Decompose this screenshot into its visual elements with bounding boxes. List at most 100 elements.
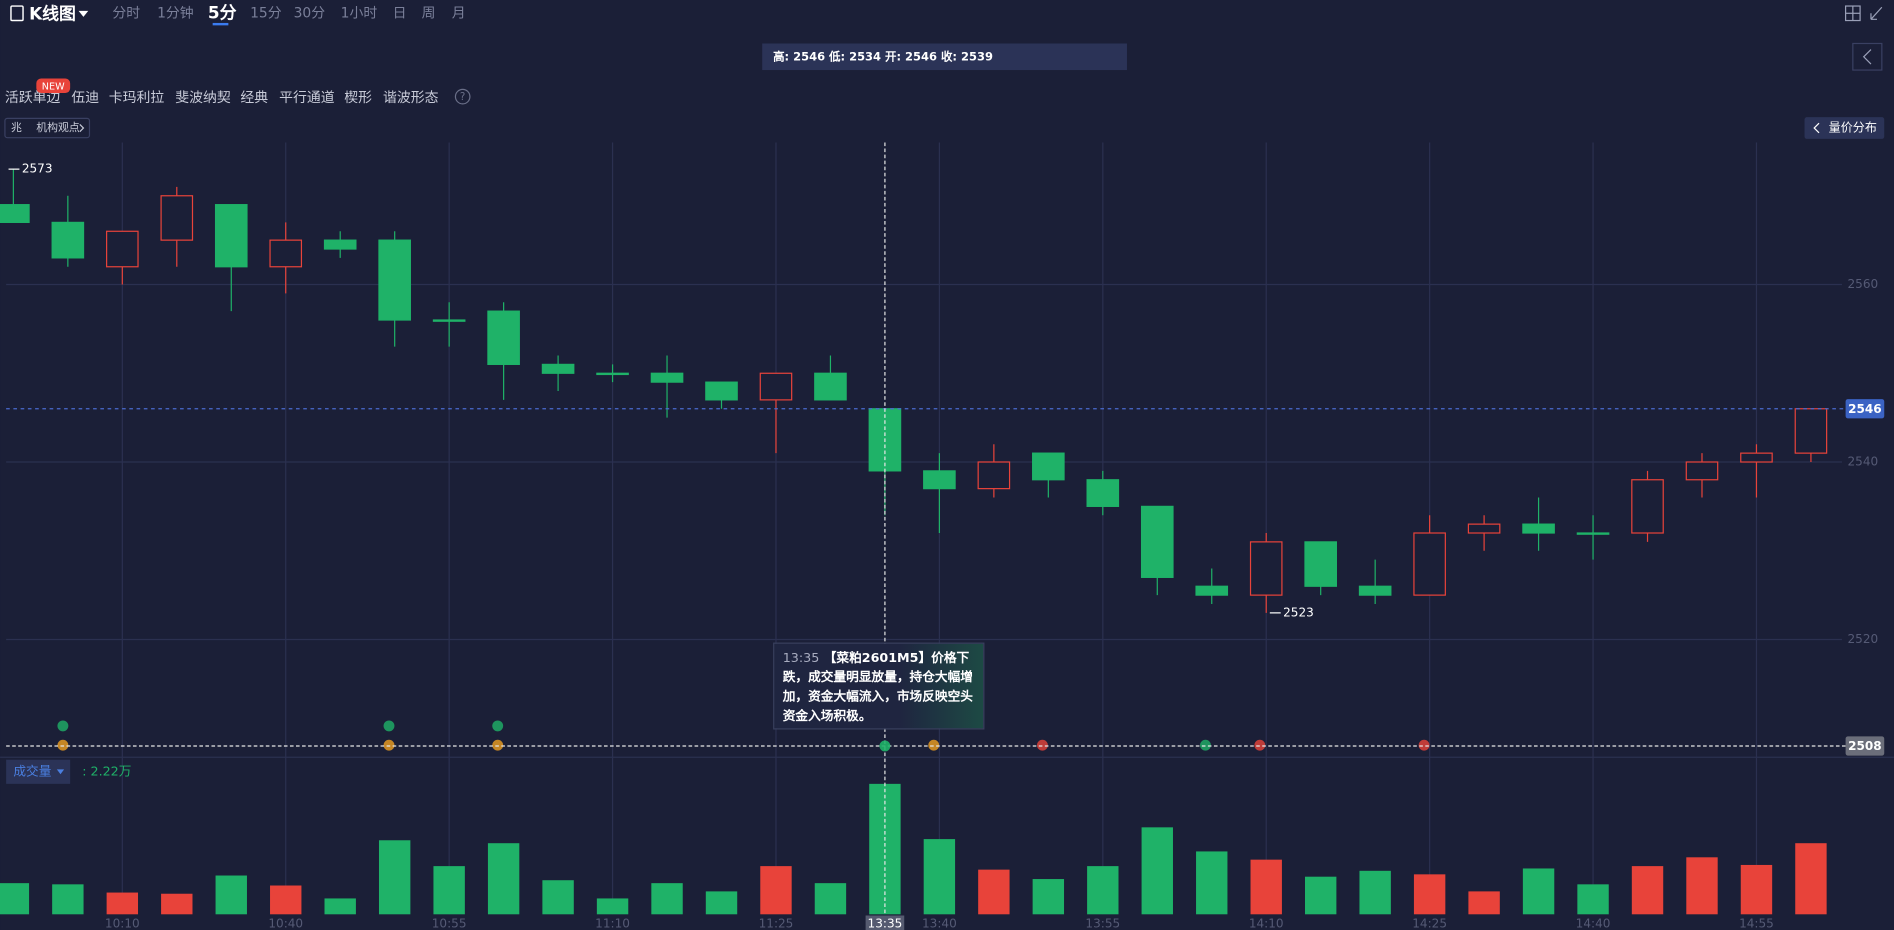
indicator-tab[interactable]: 平行通道	[279, 90, 335, 106]
period-tab[interactable]: 周	[422, 5, 436, 21]
period-tab[interactable]: 1小时	[341, 5, 378, 21]
volume-bar	[1413, 874, 1446, 915]
volume-bar	[978, 869, 1010, 915]
event-icon[interactable]	[383, 720, 395, 732]
period-tab[interactable]: 日	[393, 5, 407, 21]
ohlc-readout: 高: 2546 低: 2534 开: 2546 收: 2539	[773, 49, 993, 63]
volume-bar	[487, 843, 520, 915]
volume-bar	[0, 883, 30, 915]
kline-icon[interactable]	[10, 5, 24, 22]
indicator-tab[interactable]: 斐波纳契	[175, 90, 231, 106]
active-underline	[212, 22, 229, 26]
volume-bar	[270, 885, 302, 915]
indicator-tab[interactable]: 经典	[240, 90, 268, 106]
help-label: ?	[460, 91, 465, 103]
ohlc-bar	[762, 43, 1127, 71]
volume-bar	[324, 898, 356, 915]
volume-bar	[1522, 868, 1555, 915]
crosshair-tag: 2508	[1848, 739, 1882, 753]
new-badge-bg	[36, 78, 71, 93]
volume-bar	[433, 866, 465, 915]
volume-profile-button[interactable]	[1804, 117, 1885, 139]
candle-body	[1685, 461, 1719, 481]
event-icon[interactable]	[928, 739, 940, 751]
y-tick-label: 2540	[1848, 455, 1879, 469]
collapse-icon[interactable]	[1870, 6, 1883, 20]
period-tab[interactable]: 1分钟	[157, 4, 194, 21]
event-icon[interactable]	[492, 720, 504, 732]
volume-name: 成交量	[13, 763, 51, 778]
low-marker: 2523	[1283, 605, 1314, 619]
volume-bar	[161, 893, 193, 915]
candle-body	[432, 319, 466, 322]
candle-body	[0, 204, 30, 223]
volume-bar	[1250, 859, 1282, 915]
event-icon[interactable]	[383, 739, 395, 751]
candle-body	[1086, 479, 1120, 507]
volume-profile-label: 量价分布	[1829, 121, 1877, 135]
candle-body	[596, 372, 629, 376]
event-icon[interactable]	[1254, 739, 1266, 751]
event-icon[interactable]	[1418, 739, 1430, 751]
volume-bar	[215, 875, 247, 915]
indicator-tab[interactable]: 伍迪	[71, 90, 99, 106]
event-icon[interactable]	[879, 740, 891, 752]
volume-bar	[1196, 851, 1228, 915]
annotation-box: 13:35 【菜粕2601M5】价格下跌，成交量明显放量，持仓大幅增加，资金大幅…	[773, 642, 985, 730]
indicator-tab[interactable]: 楔形	[344, 90, 372, 106]
x-tick-label: 14:40	[1576, 916, 1611, 930]
x-tick-label: 14:10	[1249, 916, 1284, 930]
period-tab[interactable]: 5分	[208, 2, 237, 22]
candle-body	[1195, 585, 1229, 596]
x-tick-label: 10:55	[432, 916, 467, 930]
toolbar-title[interactable]: K线图	[29, 3, 76, 23]
chevron	[79, 123, 85, 133]
crosshair-tag-bg	[1845, 736, 1885, 756]
period-tab[interactable]: 30分	[294, 5, 326, 21]
x-tick-label: 13:35	[868, 916, 903, 930]
candle-body	[1740, 452, 1773, 463]
side-toggle[interactable]	[1852, 42, 1883, 71]
volume-bar	[705, 891, 738, 915]
indicator-tab[interactable]: 活跃单边	[5, 90, 61, 106]
volume-bar	[106, 892, 139, 915]
candle-body	[106, 230, 139, 268]
volume-bar	[52, 884, 84, 915]
period-tab[interactable]: 月	[452, 5, 466, 21]
dropdown-arrow[interactable]	[78, 10, 89, 17]
candle-body	[51, 221, 85, 259]
candle-body	[1304, 541, 1337, 587]
x-tick-label: 14:55	[1739, 916, 1774, 930]
candle-body	[323, 239, 357, 250]
event-icon[interactable]	[492, 739, 504, 751]
candle-body	[160, 195, 194, 241]
period-tab[interactable]: 分时	[112, 5, 140, 21]
indicator-tab[interactable]: 谐波形态	[383, 90, 439, 106]
x-tick-label: 11:10	[595, 916, 630, 930]
x-tick-label: 11:25	[759, 916, 794, 930]
candle-body	[1631, 479, 1664, 534]
institution-tag[interactable]	[4, 117, 91, 139]
candle-body	[487, 310, 520, 365]
candle-body	[759, 372, 793, 401]
indicator-tab[interactable]: 卡玛利拉	[109, 90, 165, 106]
candle-body	[541, 363, 575, 374]
chevron	[1813, 122, 1820, 134]
event-icon[interactable]	[57, 720, 69, 732]
event-icon[interactable]	[1200, 739, 1211, 751]
volume-bar	[1631, 866, 1664, 915]
period-tab[interactable]: 15分	[250, 5, 282, 21]
candle-body	[650, 372, 684, 383]
candle-body	[1413, 532, 1446, 596]
event-icon[interactable]	[57, 739, 69, 751]
help-icon[interactable]	[454, 88, 471, 105]
candle-body	[1032, 452, 1065, 481]
volume-bar	[1795, 843, 1827, 915]
high-marker: 2573	[22, 162, 53, 176]
event-icon[interactable]	[1036, 739, 1048, 751]
institution-label: 机构观点	[36, 120, 80, 134]
candle-body	[1794, 408, 1828, 454]
last-price-tag: 2546	[1848, 402, 1882, 416]
candle-body	[378, 239, 411, 321]
